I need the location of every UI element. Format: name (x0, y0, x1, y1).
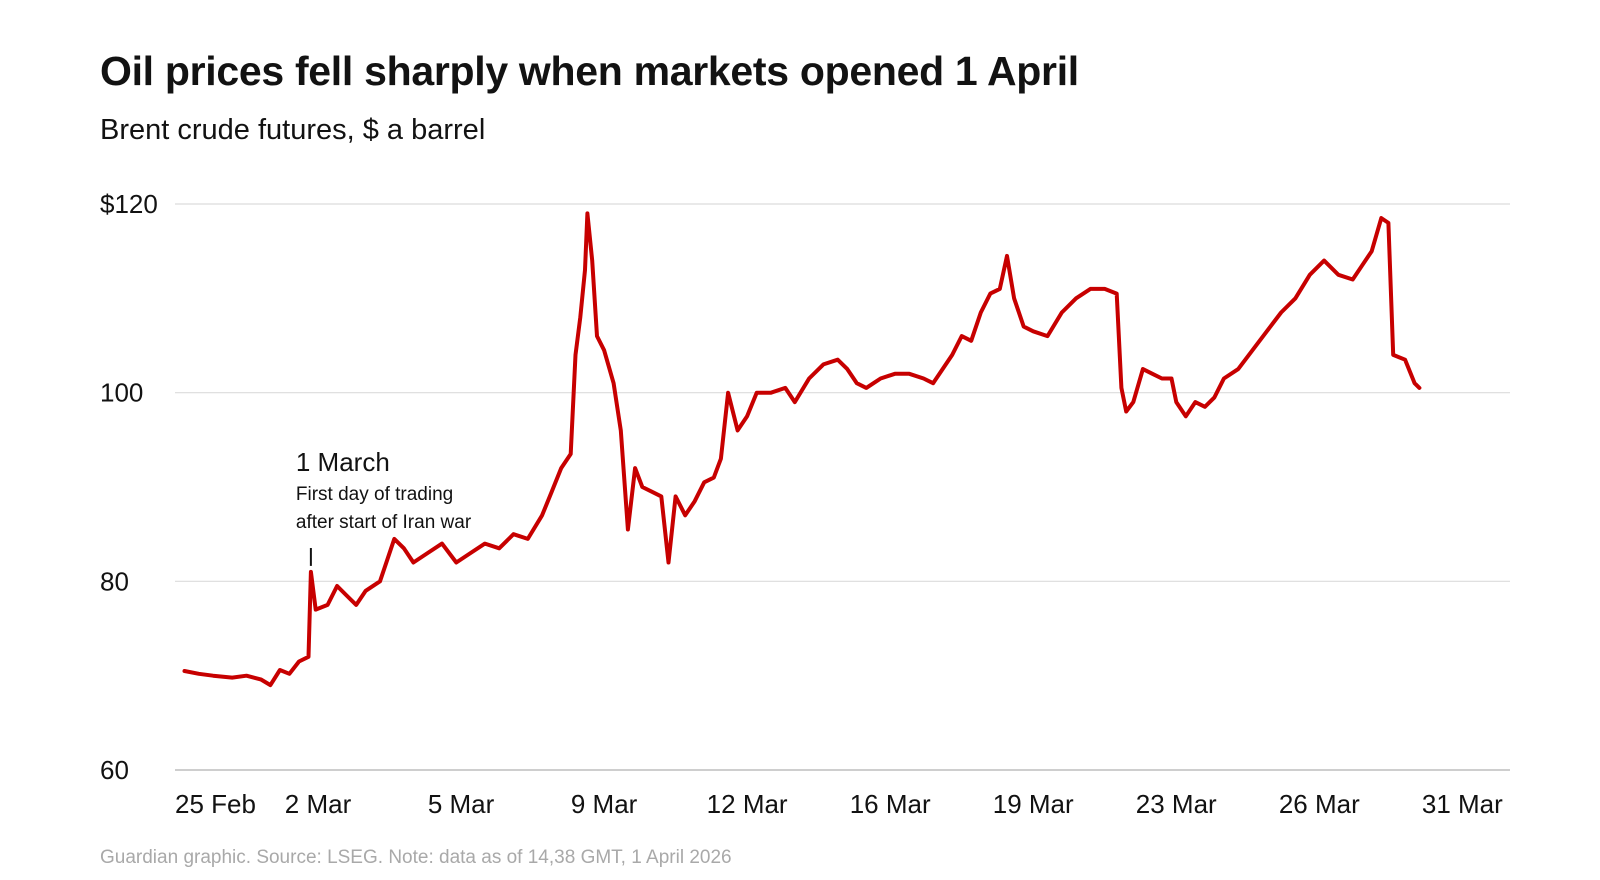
x-tick-label-5: 16 Mar (850, 789, 931, 819)
x-tick-label-9: 31 Mar (1422, 789, 1503, 819)
x-tick-label-4: 12 Mar (707, 789, 788, 819)
y-tick-label-60: 60 (100, 755, 129, 785)
y-tick-label-100: 100 (100, 378, 143, 408)
annotation-line-2: after start of Iran war (296, 512, 472, 533)
x-axis-ticks: 25 Feb 2 Mar 5 Mar 9 Mar 12 Mar 16 Mar 19 Mar 2… (175, 789, 1503, 819)
annotation-heading: 1 March (296, 447, 390, 477)
y-tick-label-80: 80 (100, 566, 129, 596)
x-tick-label-0: 25 Feb (175, 789, 256, 819)
source-note: Guardian graphic. Source: LSEG. Note: da… (100, 847, 732, 868)
chart-subtitle: Brent crude futures, $ a barrel (100, 114, 486, 146)
x-tick-label-8: 26 Mar (1279, 789, 1360, 819)
x-tick-label-7: 23 Mar (1136, 789, 1217, 819)
y-tick-label-120: $120 (100, 189, 158, 219)
x-tick-label-1: 2 Mar (285, 789, 352, 819)
x-tick-label-2: 5 Mar (428, 789, 495, 819)
gridlines (175, 203, 1510, 771)
x-tick-label-6: 19 Mar (993, 789, 1074, 819)
chart-title: Oil prices fell sharply when markets ope… (100, 48, 1079, 94)
annotation-line-1: First day of trading (296, 484, 453, 505)
y-axis-ticks: $120 100 80 60 (100, 189, 158, 785)
x-tick-label-3: 9 Mar (571, 789, 638, 819)
series-layer (182, 211, 1422, 688)
series-line-0 (182, 211, 1422, 688)
annotation-1-march: 1 March First day of trading after start… (296, 447, 472, 566)
